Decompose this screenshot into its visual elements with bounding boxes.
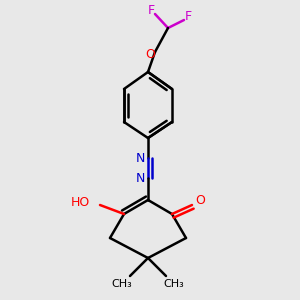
Text: N: N	[135, 152, 145, 164]
Text: CH₃: CH₃	[112, 279, 132, 289]
Text: F: F	[184, 11, 192, 23]
Text: F: F	[147, 4, 155, 17]
Text: CH₃: CH₃	[164, 279, 184, 289]
Text: O: O	[195, 194, 205, 208]
Text: HO: HO	[71, 196, 90, 209]
Text: O: O	[145, 49, 155, 62]
Text: N: N	[135, 172, 145, 184]
